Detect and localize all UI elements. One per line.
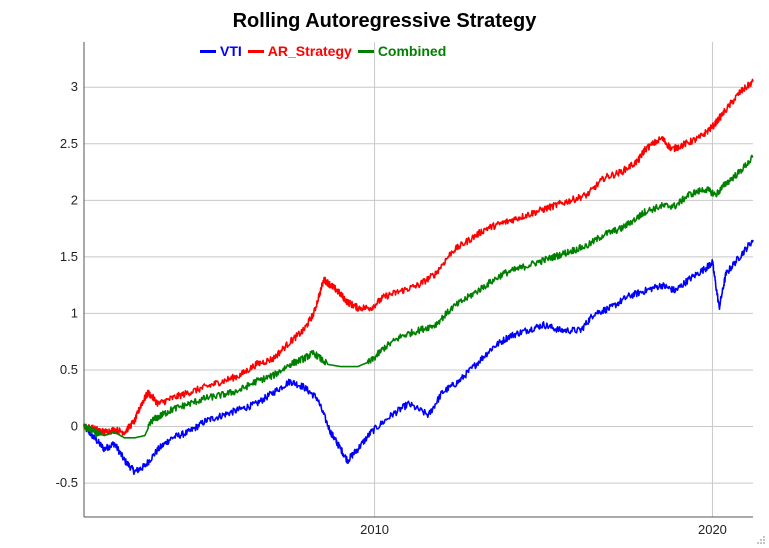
y-tick-label: 1.5	[60, 249, 78, 264]
y-tick-label: 2.5	[60, 136, 78, 151]
resize-grip-icon[interactable]	[756, 535, 766, 545]
legend-label-vti: VTI	[220, 43, 242, 59]
x-tick-label: 2010	[360, 522, 389, 537]
y-tick-label: 1	[71, 305, 78, 320]
legend-item-combined[interactable]: Combined	[357, 43, 447, 59]
legend-item-ar-strategy[interactable]: AR_Strategy	[247, 43, 352, 59]
y-tick-label: 0.5	[60, 362, 78, 377]
series-line-vti	[83, 239, 754, 475]
legend-swatch-combined	[357, 49, 374, 53]
legend: VTI AR_Strategy Combined	[200, 42, 452, 60]
y-tick-label: 2	[71, 192, 78, 207]
series-line-ar-strategy	[83, 78, 754, 436]
series-line-combined	[83, 154, 754, 439]
legend-swatch-ar-strategy	[247, 49, 264, 53]
chart-title: Rolling Autoregressive Strategy	[232, 10, 537, 32]
legend-label-combined: Combined	[377, 43, 447, 59]
legend-swatch-vti	[200, 49, 216, 53]
axis-layer	[83, 42, 753, 518]
y-tick-label: -0.5	[56, 475, 78, 490]
x-tick-label: 2020	[698, 522, 727, 537]
grid-layer	[84, 42, 753, 517]
tick-labels: -0.5 0 0.5 1 1.5 2 2.5 3 2010 2020	[56, 79, 727, 537]
legend-label-ar-strategy: AR_Strategy	[267, 43, 352, 59]
series-layer	[83, 78, 754, 475]
y-tick-label: 0	[71, 419, 78, 434]
legend-item-vti[interactable]: VTI	[200, 43, 242, 59]
y-tick-label: 3	[71, 79, 78, 94]
